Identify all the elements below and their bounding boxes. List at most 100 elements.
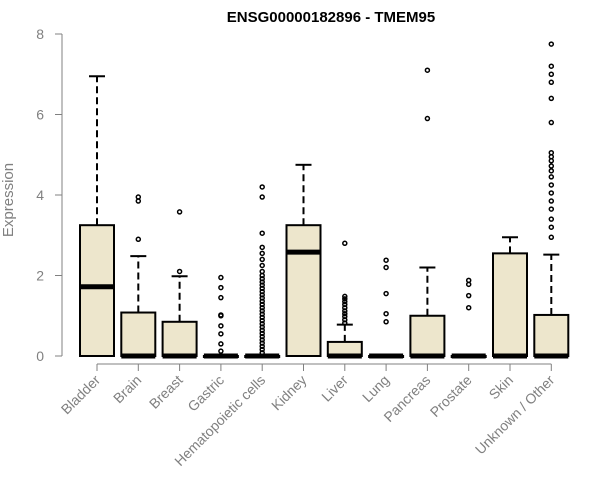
outlier-point xyxy=(259,337,265,343)
outlier-point xyxy=(259,288,265,295)
y-tick-label: 8 xyxy=(36,26,44,42)
box xyxy=(79,224,115,357)
outlier-point xyxy=(342,240,348,247)
outlier-point xyxy=(342,304,348,311)
outlier-point xyxy=(218,294,224,301)
box xyxy=(492,252,528,357)
outlier-point xyxy=(383,290,389,297)
outlier-point xyxy=(218,341,224,347)
x-tick-label: Breast xyxy=(146,372,186,412)
box-group xyxy=(285,163,322,357)
outlier-point xyxy=(218,274,224,281)
outlier-point xyxy=(342,301,348,308)
outlier-point xyxy=(176,268,183,275)
box-group xyxy=(409,67,446,359)
y-axis-label: Expression xyxy=(0,163,17,237)
outlier-point xyxy=(424,67,431,73)
box-group xyxy=(244,184,281,359)
outlier-point xyxy=(259,301,265,308)
outlier-point xyxy=(383,264,389,271)
outlier-point xyxy=(383,310,389,317)
outlier-point xyxy=(342,298,348,305)
outlier-point xyxy=(465,304,472,311)
outlier-point xyxy=(259,350,265,356)
outlier-point xyxy=(259,298,265,305)
x-tick-label: Liver xyxy=(318,372,351,405)
outlier-point xyxy=(259,275,265,282)
outlier-point xyxy=(548,95,555,102)
outlier-point xyxy=(259,262,265,269)
box-group xyxy=(326,240,363,359)
outlier-point xyxy=(548,79,555,86)
outlier-point xyxy=(259,343,265,350)
box xyxy=(533,313,570,358)
outlier-point xyxy=(259,327,265,333)
x-tick-label: Skin xyxy=(486,372,517,403)
outlier-point xyxy=(135,236,142,243)
outlier-point xyxy=(548,63,555,69)
outlier-point xyxy=(218,284,224,291)
y-tick-label: 6 xyxy=(36,107,44,123)
outlier-point xyxy=(259,285,265,292)
outlier-point xyxy=(548,71,555,77)
outlier-point xyxy=(342,308,348,314)
outlier-point xyxy=(548,234,555,241)
outlier-point xyxy=(548,168,555,174)
outlier-point xyxy=(259,244,265,251)
outlier-point xyxy=(218,348,224,354)
outlier-point xyxy=(548,174,555,180)
y-tick-label: 0 xyxy=(36,348,44,364)
outlier-point xyxy=(342,320,348,326)
outlier-point xyxy=(424,115,431,122)
outlier-point xyxy=(465,292,472,299)
x-tick-label: Lung xyxy=(359,372,392,405)
box-group xyxy=(368,257,405,359)
outlier-point xyxy=(259,268,265,275)
outlier-point xyxy=(259,330,265,337)
outlier-point xyxy=(259,250,265,257)
outlier-point xyxy=(135,194,142,200)
x-tick-label: Kidney xyxy=(268,372,310,414)
outlier-point xyxy=(176,209,183,215)
y-tick-label: 4 xyxy=(36,187,44,203)
box-group xyxy=(450,277,487,359)
outlier-point xyxy=(259,311,265,317)
outlier-point xyxy=(259,324,265,330)
x-tick-label: Bladder xyxy=(58,372,104,418)
box xyxy=(285,224,322,357)
outlier-point xyxy=(259,279,265,285)
plot-area xyxy=(79,41,570,359)
outlier-point xyxy=(259,314,265,321)
x-tick-label: Brain xyxy=(110,372,144,406)
box-group xyxy=(161,209,198,359)
outlier-point xyxy=(259,292,265,298)
box-group xyxy=(492,236,528,359)
outlier-point xyxy=(383,257,389,263)
box-group xyxy=(120,194,157,359)
outlier-point xyxy=(259,230,265,236)
outlier-point xyxy=(548,198,555,204)
outlier-point xyxy=(259,282,265,288)
outlier-point xyxy=(259,321,265,327)
outlier-point xyxy=(548,41,555,47)
outlier-point xyxy=(548,149,555,156)
outlier-point xyxy=(548,119,555,126)
outlier-point xyxy=(548,163,555,169)
outlier-point xyxy=(342,293,348,300)
outlier-point xyxy=(548,206,555,212)
outlier-point xyxy=(548,190,555,196)
outlier-point xyxy=(259,340,265,346)
outlier-point xyxy=(259,194,265,200)
outlier-point xyxy=(259,184,265,190)
outlier-point xyxy=(218,312,224,318)
outlier-point xyxy=(342,296,348,302)
outlier-point xyxy=(259,304,265,311)
y-axis: 0 2 4 6 8 xyxy=(36,26,63,364)
outlier-point xyxy=(342,317,348,323)
outlier-point xyxy=(465,277,472,284)
outlier-point xyxy=(259,333,265,340)
box-group xyxy=(533,41,570,359)
chart-title: ENSG00000182896 - TMEM95 xyxy=(227,9,435,26)
